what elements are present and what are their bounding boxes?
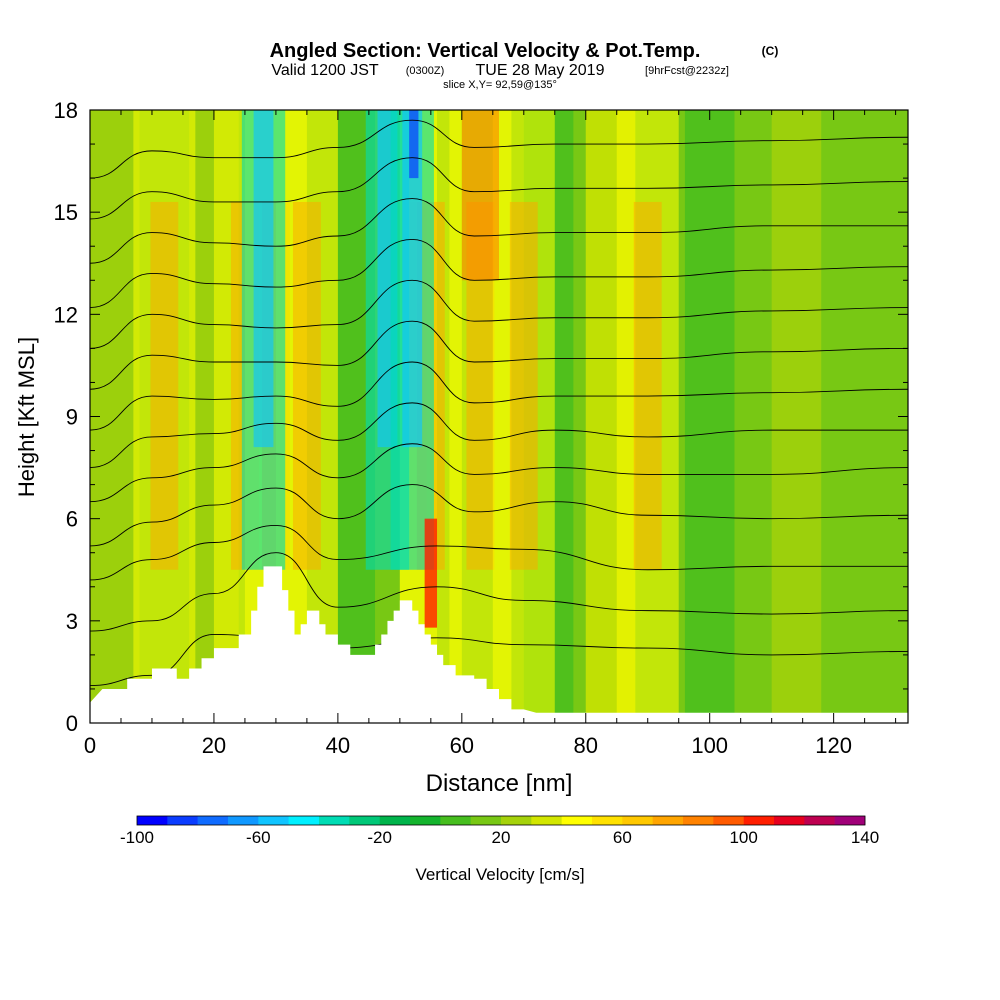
colorbar-tick-label: 140 [851, 828, 879, 847]
updraft-core [633, 201, 662, 570]
y-tick-label: 12 [54, 302, 78, 327]
subtitle-utc: (0300Z) [406, 65, 445, 77]
pot-temp-contour [90, 484, 908, 547]
pot-temp-contour [90, 157, 908, 220]
pot-temp-contour [90, 361, 908, 431]
colorbar-swatch [410, 816, 441, 825]
colorbar-tick-label: -20 [367, 828, 392, 847]
x-tick-label: 40 [326, 733, 350, 758]
x-tick-label: 60 [450, 733, 474, 758]
colorbar-swatch [561, 816, 593, 825]
colorbar-swatch [531, 816, 562, 825]
updraft-core [509, 201, 538, 570]
downdraft-core [402, 110, 423, 448]
strong-updraft [424, 518, 438, 628]
x-axis-label: Distance [nm] [426, 770, 573, 797]
x-tick-label: 100 [691, 733, 728, 758]
colorbar-swatch [470, 816, 502, 825]
y-axis-label: Height [Kft MSL] [14, 337, 39, 497]
colorbar-swatch [288, 816, 320, 825]
x-tick-label: 120 [815, 733, 852, 758]
slice-label: slice X,Y= 92,59@135° [443, 79, 557, 91]
colorbar-swatch [379, 816, 411, 825]
colorbar-swatch [652, 816, 684, 825]
colorbar-swatch [440, 816, 471, 825]
colorbar-tick-label: -60 [246, 828, 271, 847]
x-axis-ticks: 0 20 40 60 80 100 120 [84, 110, 897, 758]
velocity-bands [90, 110, 822, 723]
colorbar-swatch [713, 816, 744, 825]
strong-downdraft [409, 110, 419, 179]
pot-temp-contour [90, 198, 908, 264]
colorbar-tick-label: 100 [729, 828, 757, 847]
pot-temp-contour [90, 320, 908, 390]
x-tick-label: 0 [84, 733, 96, 758]
colorbar-frame [136, 815, 866, 826]
colorbar-tick-label: -100 [120, 828, 154, 847]
subtitle-forecast: [9hrFcst@2232z] [645, 65, 729, 77]
colorbar-swatch [228, 816, 259, 825]
y-axis-ticks: 0 3 6 9 12 15 18 [54, 98, 908, 736]
y-tick-label: 15 [54, 200, 78, 225]
y-tick-label: 0 [66, 711, 78, 736]
pot-temp-contour [90, 279, 908, 349]
colorbar-ticks: -100 -60 -20 20 60 100 140 [120, 828, 879, 847]
chart-title: Angled Section: Vertical Velocity & Pot.… [270, 40, 701, 62]
y-tick-label: 9 [66, 405, 78, 430]
colorbar-swatch [197, 816, 229, 825]
colorbar-swatch [622, 816, 653, 825]
pot-temp-contour [90, 443, 908, 503]
colorbar-swatch [319, 816, 350, 825]
colorbar-swatch [137, 816, 168, 825]
pot-temp-contour [90, 119, 908, 179]
updraft-core [150, 201, 179, 570]
colorbar-swatch [258, 816, 289, 825]
velocity-band [771, 110, 822, 723]
y-tick-label: 6 [66, 507, 78, 532]
colorbar-swatch [743, 816, 775, 825]
pot-temp-contour [90, 634, 908, 686]
plot-area [90, 110, 908, 723]
pot-temp-contour [90, 552, 908, 632]
y-tick-label: 18 [54, 98, 78, 123]
colorbar-swatch [501, 816, 532, 825]
colorbar-label: Vertical Velocity [cm/s] [415, 865, 584, 884]
colorbar-swatch [804, 816, 835, 825]
terrain-mask [90, 566, 908, 723]
colorbar-swatch [834, 816, 866, 825]
pot-temp-contour [90, 402, 908, 469]
upper-updraft [461, 110, 499, 281]
subtitle-date: TUE 28 May 2019 [476, 62, 605, 79]
x-tick-label: 80 [574, 733, 598, 758]
colorbar-tick-label: 20 [492, 828, 511, 847]
downdraft-core [253, 110, 274, 448]
updraft-core [292, 201, 321, 570]
y-tick-label: 3 [66, 609, 78, 634]
colorbar-swatch [349, 816, 380, 825]
colorbar [136, 815, 866, 826]
pot-temp-contour [90, 238, 908, 308]
pot-temp-contour [90, 525, 908, 581]
velocity-band [684, 110, 735, 723]
chart-title-units: (C) [762, 44, 779, 58]
colorbar-tick-label: 60 [613, 828, 632, 847]
colorbar-swatch [774, 816, 805, 825]
colorbar-swatch [683, 816, 714, 825]
subtitle-valid: Valid 1200 JST [271, 62, 379, 79]
colorbar-swatch [592, 816, 623, 825]
x-tick-label: 20 [202, 733, 226, 758]
colorbar-swatch [167, 816, 198, 825]
pot-temp-contours [90, 119, 908, 686]
